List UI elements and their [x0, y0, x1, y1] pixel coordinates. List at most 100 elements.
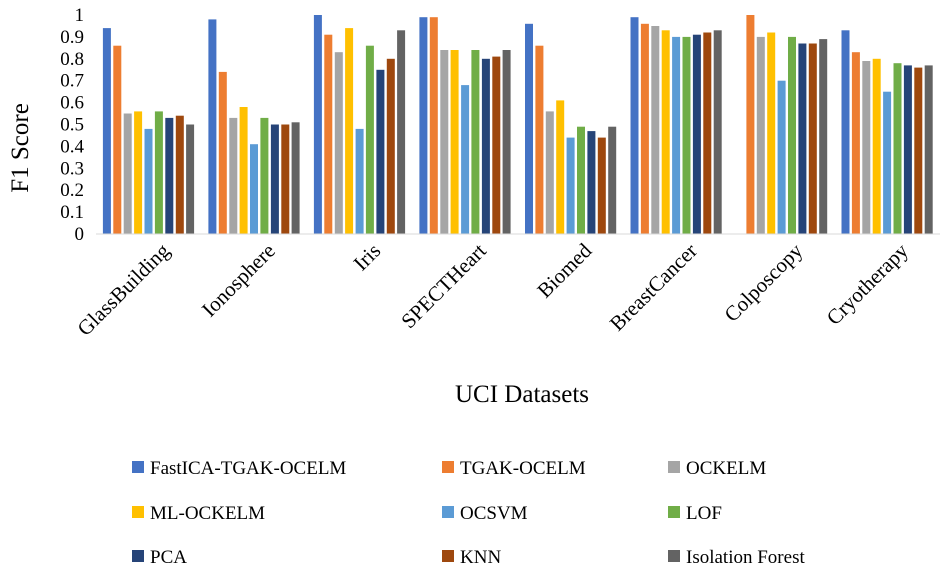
legend-swatch	[668, 506, 680, 518]
bar	[250, 144, 258, 234]
y-tick-label: 0.8	[60, 49, 84, 70]
bar	[661, 30, 670, 234]
x-axis-title: UCI Datasets	[455, 381, 589, 408]
bar	[281, 124, 290, 234]
bar	[746, 15, 755, 234]
bar	[102, 28, 111, 234]
bar	[175, 115, 184, 234]
x-axis-category-labels: GlassBuilding Ionosphere Iris SPECTHeart Bio…	[72, 238, 913, 340]
legend-swatch	[132, 461, 144, 473]
x-category-label: BreastCancer	[605, 239, 702, 336]
bar	[291, 122, 300, 234]
x-category-label: Ionosphere	[197, 239, 280, 322]
bar	[608, 126, 617, 234]
bar	[419, 17, 428, 235]
bar	[767, 32, 776, 234]
legend: FastICA-TGAK-OCELM TGAK-OCELM OCKELM ML-OCK…	[132, 458, 805, 568]
bar	[808, 43, 817, 234]
legend-swatch	[442, 461, 454, 473]
bar	[703, 32, 712, 234]
x-category-label: SPECTHeart	[396, 238, 491, 333]
legend-label: ML-OCKELM	[150, 503, 265, 524]
bar	[113, 45, 122, 235]
bar	[365, 45, 374, 235]
bar	[713, 30, 722, 234]
y-tick-label: 0.4	[60, 136, 84, 157]
bar	[640, 23, 649, 234]
bar	[450, 50, 459, 234]
x-category-label: Colposcopy	[719, 238, 807, 326]
bar	[630, 17, 639, 235]
y-tick-label: 0.6	[60, 93, 84, 114]
legend-swatch	[132, 506, 144, 518]
bar	[229, 117, 238, 234]
bar	[914, 67, 923, 234]
bar	[566, 137, 575, 234]
bar	[386, 58, 395, 234]
y-tick-label: 0	[75, 224, 85, 245]
legend-swatch	[668, 461, 680, 473]
bar	[883, 91, 892, 234]
bar	[355, 128, 364, 234]
legend-label: OCKELM	[686, 458, 766, 479]
bar	[556, 100, 565, 235]
bar	[672, 36, 681, 235]
bar	[481, 58, 490, 234]
bars	[102, 15, 933, 235]
y-tick-label: 0.3	[60, 158, 84, 179]
bar	[851, 52, 860, 235]
bar	[756, 36, 765, 235]
bar	[440, 50, 449, 234]
bar	[777, 80, 786, 234]
legend-swatch	[442, 550, 454, 562]
y-tick-label: 1	[75, 5, 85, 26]
bar	[334, 52, 343, 235]
bar	[471, 50, 480, 234]
bar	[819, 39, 828, 234]
bar	[461, 85, 470, 234]
bar	[144, 128, 153, 234]
bar	[893, 63, 902, 235]
legend-swatch	[132, 550, 144, 562]
bar	[872, 58, 881, 234]
bar	[218, 71, 227, 235]
bar	[798, 43, 807, 234]
legend-label: FastICA-TGAK-OCELM	[150, 458, 346, 479]
bar	[924, 65, 933, 235]
legend-label: TGAK-OCELM	[460, 458, 586, 479]
bar	[123, 113, 132, 234]
bar	[682, 36, 691, 235]
legend-swatch	[442, 506, 454, 518]
bar	[862, 61, 871, 234]
x-category-label: Cryotherapy	[822, 238, 914, 330]
bar	[788, 36, 796, 235]
legend-label: OCSVM	[460, 503, 528, 524]
y-tick-label: 0.2	[60, 180, 84, 201]
y-tick-label: 0.9	[60, 27, 84, 48]
bar	[154, 111, 163, 234]
y-axis-title: F1 Score	[7, 103, 34, 193]
bar	[313, 15, 322, 234]
bar	[841, 30, 850, 234]
x-category-label: Iris	[349, 239, 386, 276]
y-tick-label: 0.7	[60, 71, 84, 92]
bar	[208, 19, 217, 235]
bar	[186, 124, 195, 234]
bar	[587, 131, 596, 234]
bar	[260, 117, 269, 234]
bar	[270, 124, 279, 234]
bar	[651, 26, 660, 234]
y-tick-label: 0.5	[60, 115, 84, 136]
bar	[903, 65, 912, 235]
bar	[545, 111, 554, 234]
bar	[492, 56, 501, 234]
bar	[324, 34, 333, 235]
y-tick-label: 0.1	[60, 202, 84, 223]
legend-label: Isolation Forest	[686, 547, 805, 568]
legend-label: PCA	[150, 547, 187, 568]
bar	[577, 126, 585, 234]
bar	[239, 107, 248, 234]
bar	[692, 34, 701, 235]
bar	[134, 111, 143, 234]
